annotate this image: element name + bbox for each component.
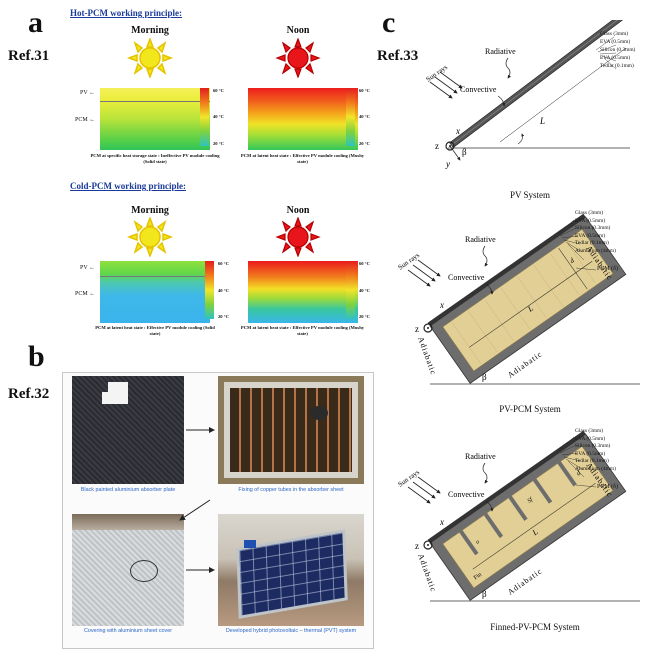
pv-layer-list: Glass (3mm) EVA (0.5mm) Silicon (0.3mm) … xyxy=(600,31,636,69)
svg-text:d: d xyxy=(568,256,576,265)
svg-text:z: z xyxy=(415,324,419,334)
svg-text:β: β xyxy=(482,589,487,599)
svg-text:Radiative: Radiative xyxy=(465,235,496,244)
tick-20: 20 °C xyxy=(359,314,370,319)
hot-noon-color-scale xyxy=(346,88,355,146)
finned-pv-pcm-system-caption: Finned-PV-PCM System xyxy=(490,622,580,632)
svg-text:o: o xyxy=(475,539,481,546)
svg-text:x: x xyxy=(439,300,444,310)
finned-pv-pcm-system-diagram: L Sf o d Fin z x β Adiabatic Adiabatic A… xyxy=(397,430,640,602)
svg-text:Convective: Convective xyxy=(448,490,485,499)
pv-pcm-system-diagram: L d z x β Adiabatic Adiabatic Adiabatic … xyxy=(397,213,640,385)
pv-system-caption: PV System xyxy=(509,190,551,200)
panel-a-ref: Ref.31 xyxy=(8,48,50,64)
svg-text:β: β xyxy=(482,372,487,382)
cold-noon-color-scale xyxy=(346,261,355,319)
cold-pcm-label: PCM ← xyxy=(75,291,96,297)
svg-text:L: L xyxy=(539,116,545,126)
cold-pcm-title: Cold-PCM working principle: xyxy=(70,181,186,191)
cold-pv-label: PV ← xyxy=(80,265,96,271)
svg-text:β: β xyxy=(462,147,467,157)
photo-pvt-system xyxy=(218,514,364,626)
svg-text:Sf: Sf xyxy=(526,495,535,504)
tick-60: 60 °C xyxy=(359,261,370,266)
tick-40: 40 °C xyxy=(359,114,370,119)
tick-40: 40 °C xyxy=(218,288,229,293)
svg-text:Radiative: Radiative xyxy=(465,452,496,461)
svg-text:x: x xyxy=(439,517,444,527)
cold-noon-caption: PCM at latent heat state : Effective PV … xyxy=(240,325,365,336)
photo-black-absorber-plate xyxy=(72,376,184,484)
tick-60: 60 °C xyxy=(218,261,229,266)
photo-aluminium-cover xyxy=(72,514,184,626)
pv-pcm-delta-label: PCM (δ) xyxy=(597,266,618,272)
tick-20: 20 °C xyxy=(359,141,370,146)
cold-morning-color-scale xyxy=(205,261,214,319)
svg-text:x: x xyxy=(455,126,460,136)
hot-noon-caption: PCM at latent heat state : Effective PV … xyxy=(240,153,365,164)
hot-noon-label: Noon xyxy=(286,25,310,36)
svg-text:y: y xyxy=(445,159,450,169)
panel-a-letter: a xyxy=(28,6,43,39)
svg-text:z: z xyxy=(435,141,439,151)
panel-b-ref: Ref.32 xyxy=(8,386,50,402)
cold-morning-caption: PCM at latent heat state : Effective PV … xyxy=(95,325,215,336)
cold-morning-pv-pcm-block xyxy=(100,261,210,323)
tick-20: 20 °C xyxy=(218,314,229,319)
sun-red-icon xyxy=(275,38,321,78)
svg-text:Convective: Convective xyxy=(448,273,485,282)
caption-black-plate: Black painted aluminium absorber plate xyxy=(80,487,176,493)
cold-morning-label: Morning xyxy=(131,205,169,216)
tick-40: 40 °C xyxy=(359,288,370,293)
panel-b-letter: b xyxy=(28,340,45,373)
photo-copper-tubes xyxy=(218,376,364,484)
caption-pvt-system: Developed hybrid photovoltaic – thermal … xyxy=(225,628,357,634)
finned-layer-list: Glass (3mm) EVA (0.5mm) Silicon (0.3mm) … xyxy=(575,428,616,472)
pv-pcm-layer-list: Glass (3mm) EVA (0.5mm) Silicon (0.3mm) … xyxy=(575,210,616,254)
svg-text:Fin: Fin xyxy=(473,572,483,582)
cold-noon-label: Noon xyxy=(286,205,310,216)
svg-text:Convective: Convective xyxy=(460,85,497,94)
sun-red-icon xyxy=(275,217,321,257)
pv-system-diagram: z x y β Sun rays Radiative Convective L xyxy=(425,20,646,169)
svg-text:d: d xyxy=(575,469,583,478)
hot-morning-label: Morning xyxy=(131,25,169,36)
pv-pcm-system-caption: PV-PCM System xyxy=(499,404,561,414)
tick-60: 60 °C xyxy=(213,88,224,93)
svg-text:L: L xyxy=(525,303,535,314)
adiabatic-left: Adiabatic xyxy=(416,336,438,377)
hot-morning-caption: PCM at specific heat storage state : Ine… xyxy=(90,153,220,164)
svg-text:Radiative: Radiative xyxy=(485,47,516,56)
hot-pv-label: PV ← xyxy=(80,90,96,96)
svg-text:Sun rays: Sun rays xyxy=(425,63,450,84)
hot-noon-pv-pcm-block xyxy=(248,88,358,150)
adiabatic-left: Adiabatic xyxy=(416,553,438,594)
hot-pcm-label: PCM ← xyxy=(75,117,96,123)
panel-c-letter: c xyxy=(382,6,396,39)
svg-text:z: z xyxy=(415,541,419,551)
hot-morning-pv-pcm-block xyxy=(100,88,210,150)
caption-copper-tubes: Fixing of copper tubes in the absorber s… xyxy=(238,487,344,493)
finned-delta-label: PCM (δ) xyxy=(597,484,618,490)
hot-morning-color-scale xyxy=(200,88,209,146)
tick-60: 60 °C xyxy=(359,88,370,93)
caption-aluminium-cover: Covering with aluminium sheet cover xyxy=(83,628,173,634)
sun-yellow-icon xyxy=(126,38,174,78)
panel-b-arrows xyxy=(179,427,215,573)
cold-noon-pv-pcm-block xyxy=(248,261,358,323)
svg-text:L: L xyxy=(530,527,540,538)
sun-yellow-icon xyxy=(126,217,174,257)
tick-20: 20 °C xyxy=(213,141,224,146)
tick-40: 40 °C xyxy=(213,114,224,119)
hot-pcm-title: Hot-PCM working principle: xyxy=(70,8,182,18)
panel-c-ref: Ref.33 xyxy=(377,48,419,64)
